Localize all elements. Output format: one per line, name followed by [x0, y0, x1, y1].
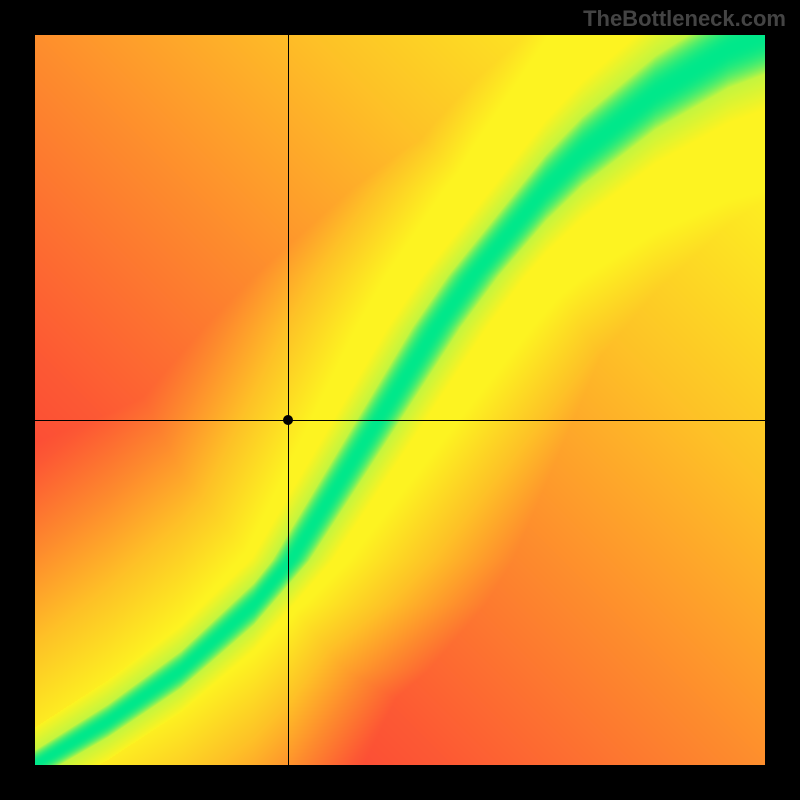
watermark-text: TheBottleneck.com: [583, 6, 786, 32]
heatmap-container: [35, 35, 765, 765]
heatmap-canvas: [35, 35, 765, 765]
